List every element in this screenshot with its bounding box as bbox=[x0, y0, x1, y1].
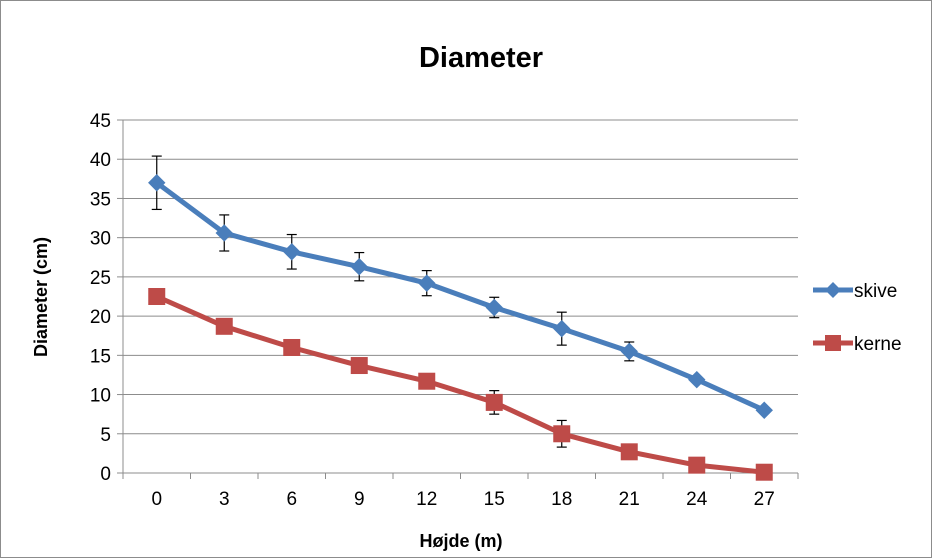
x-axis-title: Højde (m) bbox=[420, 531, 503, 551]
point-kerne bbox=[350, 357, 368, 375]
legend-item-skive: skive bbox=[813, 281, 897, 302]
legend-marker bbox=[825, 335, 841, 351]
point-skive bbox=[148, 174, 166, 192]
point-kerne bbox=[283, 338, 301, 356]
legend: skive kerne bbox=[813, 281, 902, 355]
point-skive bbox=[553, 319, 571, 338]
y-tick-label: 30 bbox=[90, 229, 111, 250]
point-kerne bbox=[688, 456, 706, 474]
legend-marker bbox=[825, 282, 841, 298]
y-tick-label: 5 bbox=[100, 425, 111, 446]
point-skive bbox=[418, 274, 436, 292]
series-line-skive bbox=[154, 180, 767, 413]
y-tick-label: 40 bbox=[90, 150, 111, 171]
y-tick-label: 25 bbox=[90, 268, 111, 289]
axes bbox=[117, 119, 799, 479]
point-kerne bbox=[553, 425, 571, 443]
y-tick-label: 10 bbox=[90, 386, 111, 407]
y-tick-label: 35 bbox=[90, 189, 111, 210]
x-tick-label: 3 bbox=[219, 489, 230, 510]
point-skive bbox=[620, 342, 638, 361]
x-tick-label: 18 bbox=[551, 489, 572, 510]
x-tick-label: 24 bbox=[686, 489, 708, 510]
point-skive bbox=[485, 298, 503, 317]
y-axis-title: Diameter (cm) bbox=[31, 237, 51, 357]
x-tick-label: 6 bbox=[286, 489, 297, 510]
y-tick-label: 15 bbox=[90, 346, 111, 367]
point-skive bbox=[215, 224, 233, 242]
x-tick-label: 15 bbox=[484, 489, 505, 510]
x-tick-labels: 0 3 6 9 12 15 18 21 24 27 bbox=[151, 489, 774, 510]
x-tick-label: 21 bbox=[619, 489, 640, 510]
point-kerne bbox=[620, 443, 638, 461]
y-tick-labels: 0 5 10 15 20 25 30 35 40 45 bbox=[90, 111, 111, 485]
series-kerne bbox=[148, 288, 773, 481]
x-tick-label: 0 bbox=[151, 489, 162, 510]
point-skive bbox=[283, 243, 301, 261]
point-skive bbox=[688, 370, 706, 389]
point-kerne bbox=[485, 393, 503, 411]
y-tick-label: 45 bbox=[90, 111, 111, 132]
point-skive bbox=[755, 401, 773, 419]
x-tick-label: 9 bbox=[354, 489, 365, 510]
series-layer bbox=[148, 155, 773, 481]
x-tick-label: 27 bbox=[754, 489, 775, 510]
y-tick-label: 20 bbox=[90, 307, 111, 328]
point-skive bbox=[350, 257, 368, 276]
point-kerne bbox=[755, 463, 773, 481]
series-skive bbox=[148, 155, 773, 419]
x-tick-label: 12 bbox=[416, 489, 437, 510]
y-tick-label: 0 bbox=[100, 464, 111, 485]
legend-item-kerne: kerne bbox=[813, 334, 902, 355]
chart-title: Diameter bbox=[419, 42, 543, 74]
legend-label: skive bbox=[854, 281, 897, 302]
point-kerne bbox=[148, 288, 166, 305]
point-kerne bbox=[418, 372, 436, 390]
legend-label: kerne bbox=[854, 334, 902, 355]
point-kerne bbox=[215, 317, 233, 335]
series-line-kerne bbox=[154, 294, 767, 475]
